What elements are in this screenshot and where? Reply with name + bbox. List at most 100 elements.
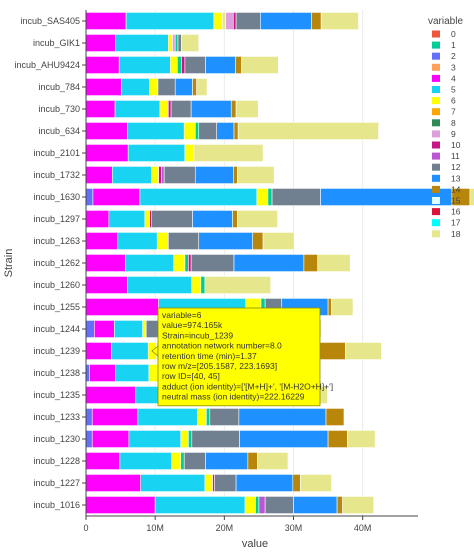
bar-segment[interactable] <box>237 122 379 140</box>
bar-segment[interactable] <box>158 166 162 184</box>
bar-segment[interactable] <box>204 474 213 492</box>
bar-segment[interactable] <box>267 188 273 206</box>
bar-segment[interactable] <box>262 232 295 250</box>
legend-item[interactable]: 9 <box>432 129 456 139</box>
bar-row[interactable] <box>85 78 208 96</box>
bars[interactable] <box>85 12 474 514</box>
bar-segment[interactable] <box>190 254 235 272</box>
bar-row[interactable] <box>85 210 278 228</box>
legend-item[interactable]: 5 <box>432 85 456 95</box>
bar-segment[interactable] <box>91 408 139 426</box>
bar-row[interactable] <box>85 144 264 162</box>
bar-segment[interactable] <box>213 12 223 30</box>
bar-segment[interactable] <box>239 430 329 448</box>
bar-segment[interactable] <box>177 56 182 74</box>
bar-segment[interactable] <box>85 342 112 360</box>
bar-row[interactable] <box>85 188 474 206</box>
bar-segment[interactable] <box>85 276 128 294</box>
bar-segment[interactable] <box>347 430 376 448</box>
bar-segment[interactable] <box>293 496 338 514</box>
bar-segment[interactable] <box>194 166 234 184</box>
bar-segment[interactable] <box>345 342 382 360</box>
bar-segment[interactable] <box>188 430 193 448</box>
legend-item[interactable]: 0 <box>432 29 456 39</box>
bar-segment[interactable] <box>140 474 206 492</box>
bar-segment[interactable] <box>235 100 259 118</box>
bar-segment[interactable] <box>91 430 130 448</box>
bar-segment[interactable] <box>206 408 211 426</box>
bar-segment[interactable] <box>144 210 150 228</box>
bar-segment[interactable] <box>170 100 192 118</box>
bar-row[interactable] <box>85 56 279 74</box>
bar-row[interactable] <box>85 232 295 250</box>
bar-segment[interactable] <box>232 210 238 228</box>
bar-segment[interactable] <box>115 364 150 382</box>
bar-segment[interactable] <box>271 188 321 206</box>
bar-segment[interactable] <box>225 12 234 30</box>
bar-segment[interactable] <box>94 320 115 338</box>
bar-segment[interactable] <box>235 474 294 492</box>
bar-segment[interactable] <box>115 34 169 52</box>
bar-segment[interactable] <box>190 100 232 118</box>
bar-segment[interactable] <box>184 254 189 272</box>
bar-segment[interactable] <box>184 56 206 74</box>
bar-segment[interactable] <box>119 452 173 470</box>
bar-row[interactable] <box>85 100 259 118</box>
bar-segment[interactable] <box>85 232 119 250</box>
bar-segment[interactable] <box>85 12 127 30</box>
bar-row[interactable] <box>85 254 351 272</box>
bar-segment[interactable] <box>331 298 354 316</box>
bar-segment[interactable] <box>180 452 185 470</box>
bar-segment[interactable] <box>209 408 240 426</box>
bar-segment[interactable] <box>256 188 269 206</box>
bar-segment[interactable] <box>85 320 95 338</box>
bar-segment[interactable] <box>154 496 246 514</box>
bar-segment[interactable] <box>233 254 305 272</box>
bar-segment[interactable] <box>128 430 182 448</box>
bar-segment[interactable] <box>241 56 279 74</box>
bar-segment[interactable] <box>127 276 193 294</box>
bar-segment[interactable] <box>235 56 242 74</box>
bar-segment[interactable] <box>125 12 215 30</box>
bar-segment[interactable] <box>252 232 264 250</box>
bar-segment[interactable] <box>174 78 193 96</box>
bar-segment[interactable] <box>151 166 159 184</box>
bar-segment[interactable] <box>85 122 128 140</box>
bar-segment[interactable] <box>85 364 90 382</box>
bar-segment[interactable] <box>92 188 141 206</box>
bar-segment[interactable] <box>149 210 153 228</box>
bar-segment[interactable] <box>85 408 93 426</box>
bar-segment[interactable] <box>292 474 301 492</box>
bar-segment[interactable] <box>233 166 238 184</box>
bar-row[interactable] <box>85 12 359 30</box>
bar-segment[interactable] <box>172 34 176 52</box>
legend-item[interactable]: 4 <box>432 73 456 83</box>
bar-segment[interactable] <box>317 254 351 272</box>
bar-segment[interactable] <box>149 78 159 96</box>
bar-segment[interactable] <box>233 122 239 140</box>
bar-segment[interactable] <box>170 56 178 74</box>
bar-segment[interactable] <box>168 232 200 250</box>
bar-segment[interactable] <box>137 408 198 426</box>
bar-segment[interactable] <box>205 452 249 470</box>
bar-segment[interactable] <box>159 100 169 118</box>
bar-segment[interactable] <box>125 254 175 272</box>
legend-item[interactable]: 1 <box>432 40 456 50</box>
bar-row[interactable] <box>85 474 332 492</box>
bar-segment[interactable] <box>111 342 149 360</box>
bar-segment[interactable] <box>197 408 207 426</box>
bar-segment[interactable] <box>233 12 237 30</box>
bar-row[interactable] <box>85 408 345 426</box>
bar-segment[interactable] <box>127 144 186 162</box>
bar-segment[interactable] <box>196 78 208 96</box>
bar-segment[interactable] <box>184 144 195 162</box>
bar-segment[interactable] <box>336 496 343 514</box>
bar-segment[interactable] <box>192 210 233 228</box>
bar-segment[interactable] <box>85 166 113 184</box>
bar-row[interactable] <box>85 34 200 52</box>
bar-segment[interactable] <box>156 232 169 250</box>
legend-item[interactable]: 13 <box>432 173 461 183</box>
bar-segment[interactable] <box>237 210 278 228</box>
bar-segment[interactable] <box>198 232 253 250</box>
bar-segment[interactable] <box>161 166 165 184</box>
